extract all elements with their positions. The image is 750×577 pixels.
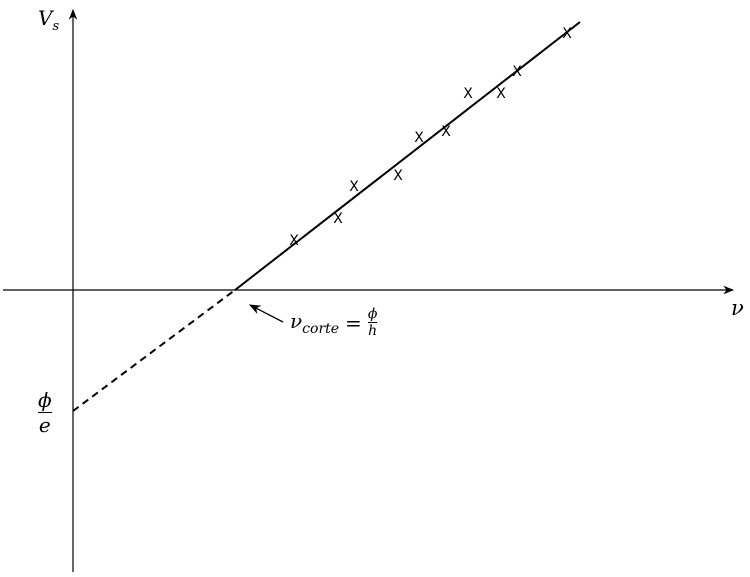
data-marker: X [333,211,343,227]
data-marker: X [463,86,473,102]
cutoff-frequency-label: νcorte = ϕ h [290,306,378,339]
data-marker: X [349,179,359,195]
fit-line [234,21,581,291]
data-marker: X [441,124,451,140]
extrapolated-dashed-line [72,289,236,412]
y-axis-label: Vs [38,6,60,34]
data-marker: X [496,86,506,102]
x-axis-label: ν [731,296,744,320]
data-marker: X [393,168,403,184]
data-marker: X [414,130,424,146]
data-marker: X [562,26,572,42]
data-marker: X [289,233,299,249]
intercept-label: ϕ e [38,388,52,437]
cutoff-pointer-arrow [248,304,284,323]
data-marker: X [512,64,522,80]
